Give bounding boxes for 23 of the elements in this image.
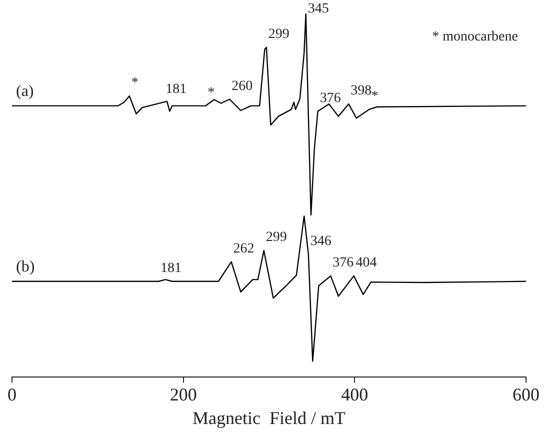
annotation: 262: [233, 241, 254, 256]
series-label: (a): [16, 82, 34, 100]
annotation: 346: [310, 234, 332, 249]
x-tick-label: 200: [170, 384, 197, 404]
annotation: *: [208, 85, 215, 100]
annotation: 181: [166, 82, 187, 97]
annotation: 345: [308, 2, 329, 17]
x-tick-label: 400: [341, 384, 368, 404]
annotation: * monocarbene: [432, 30, 518, 45]
annotation: 299: [266, 230, 287, 246]
annotation: *: [131, 76, 138, 91]
annotation: 181: [160, 261, 182, 276]
annotation: 404: [356, 256, 377, 271]
annotation: 398: [350, 84, 372, 99]
x-tick-label: 0: [8, 384, 16, 404]
annotation: 299: [268, 27, 290, 42]
series-label: (b): [16, 258, 35, 276]
annotation: 376: [320, 90, 341, 106]
annotation: 260: [232, 78, 253, 94]
x-tick-label: 600: [512, 384, 540, 404]
annotation: 376: [332, 256, 354, 271]
x-axis-title: Magnetic Field / mT: [192, 408, 346, 428]
annotation: *: [371, 89, 378, 104]
